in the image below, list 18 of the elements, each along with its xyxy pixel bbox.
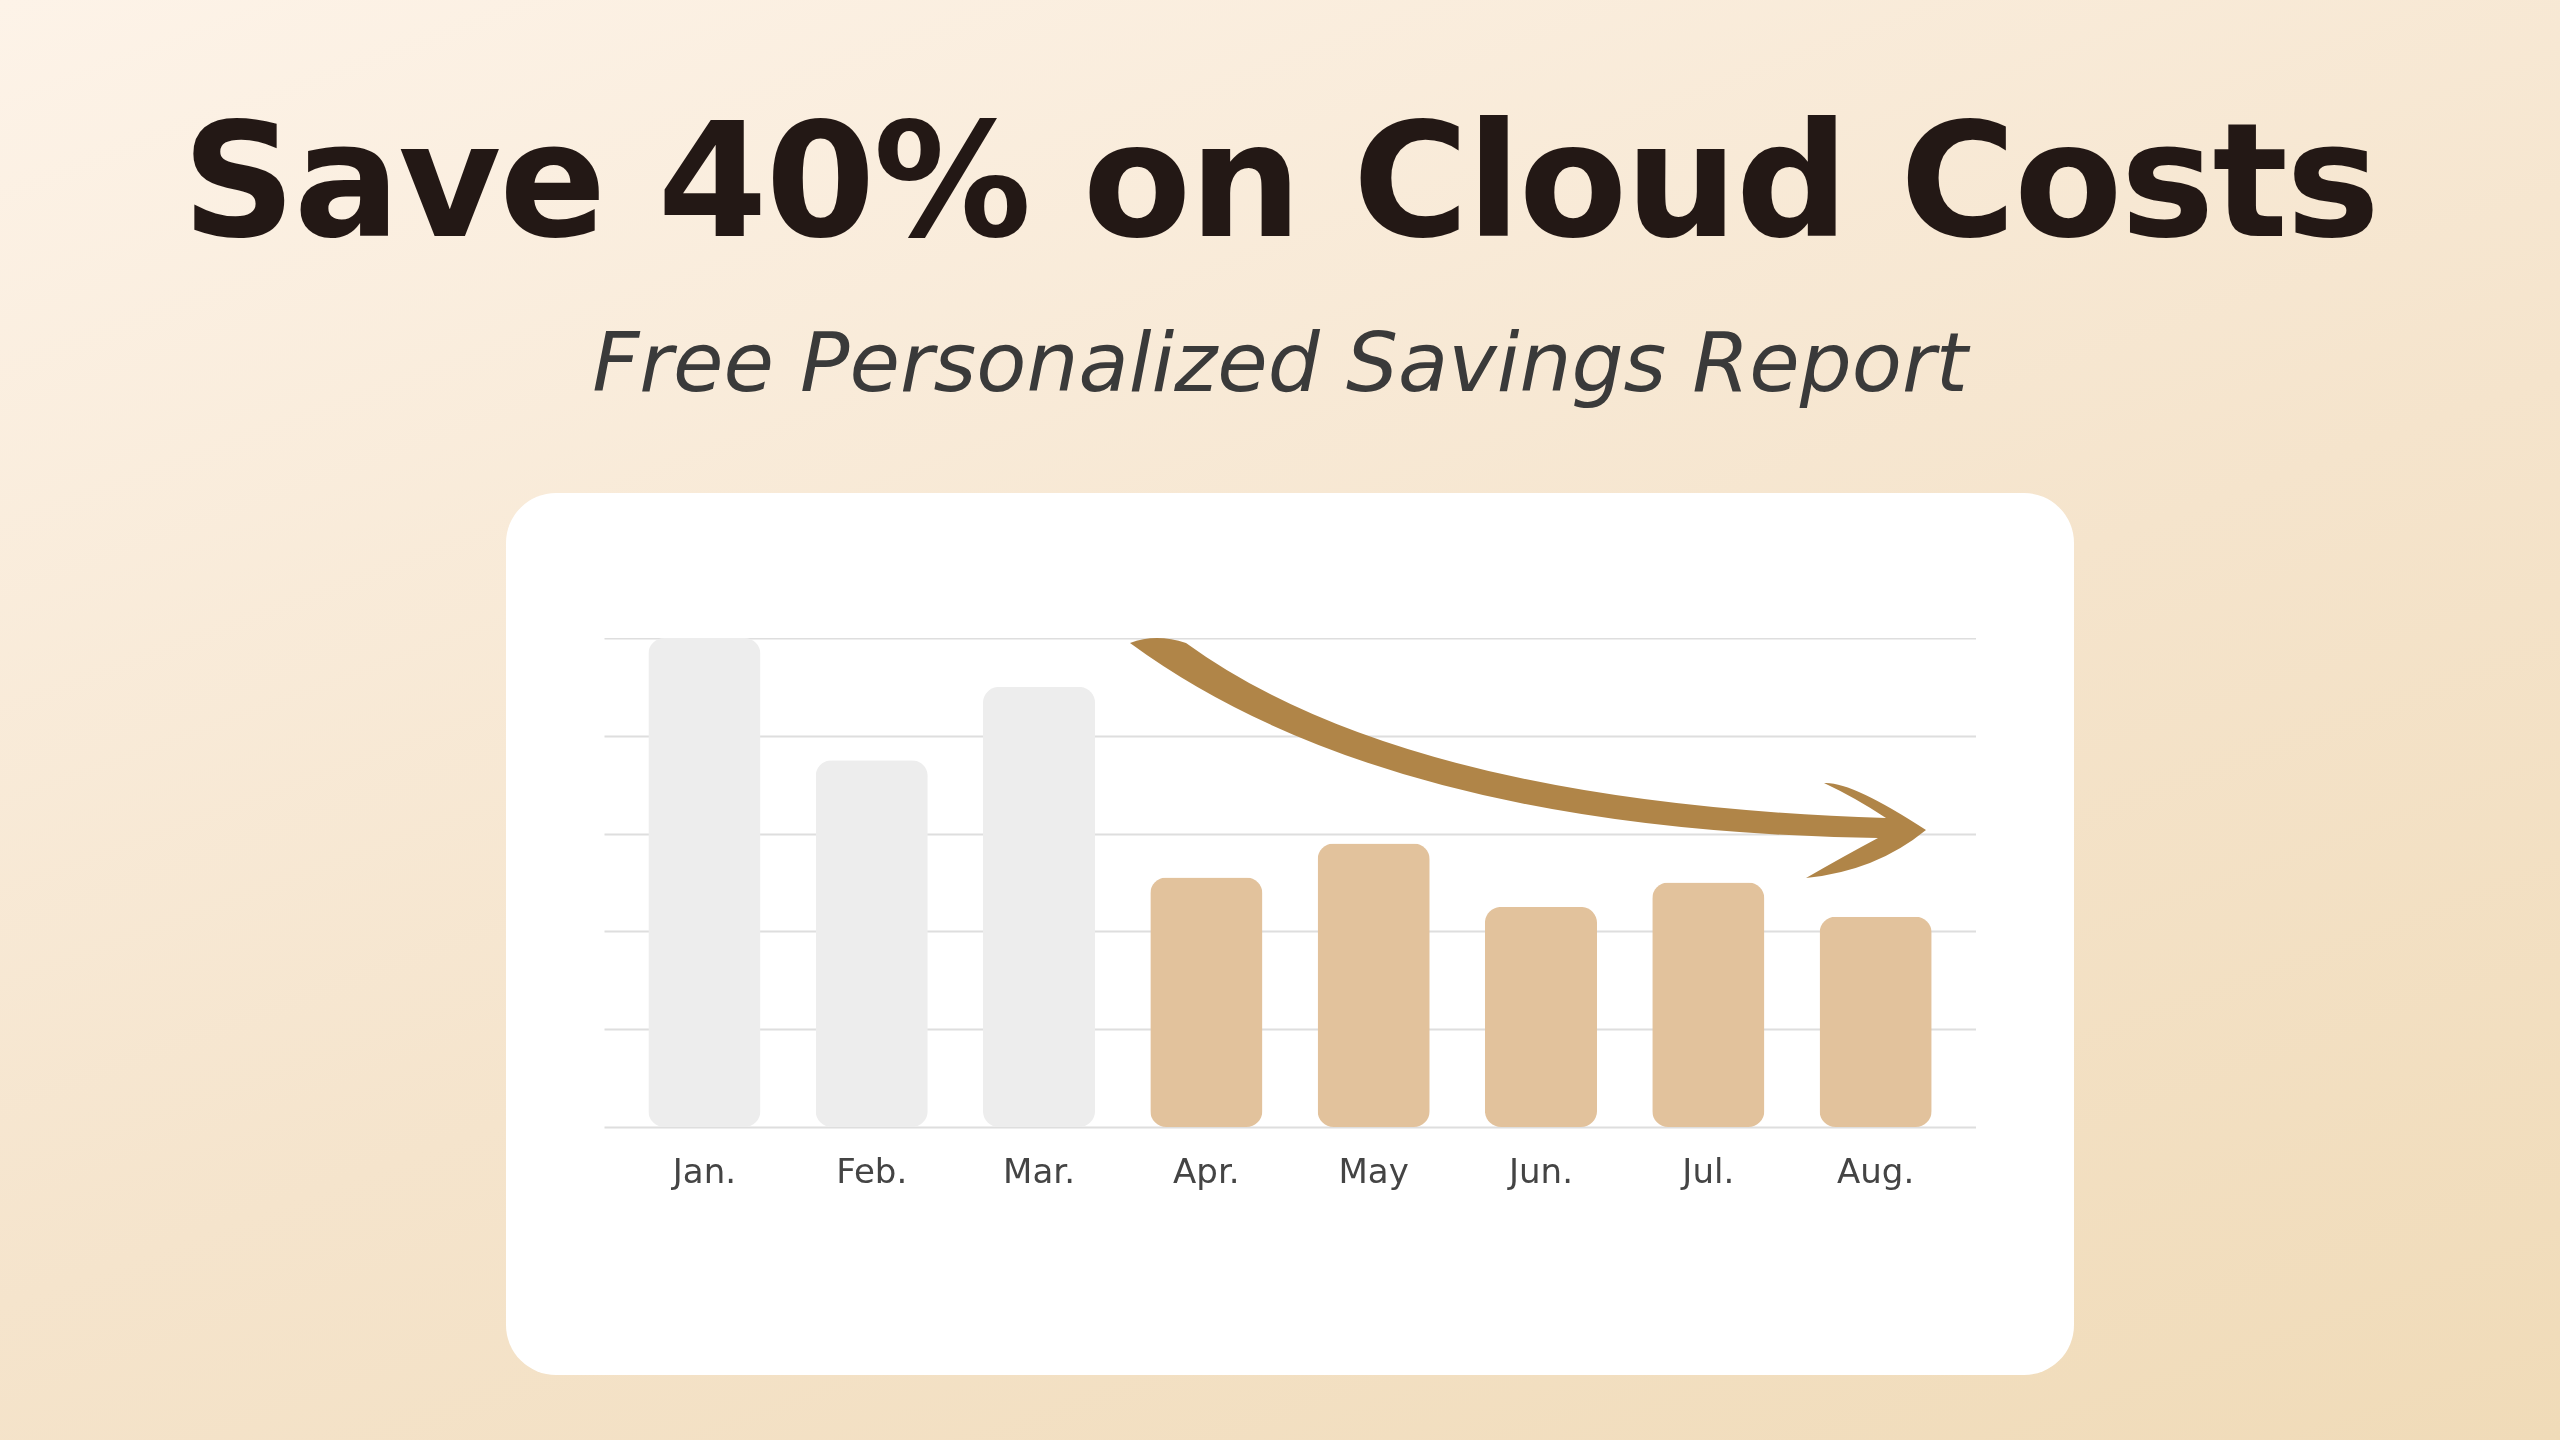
x-tick-label: Mar. bbox=[1003, 1150, 1075, 1191]
x-tick-label: Jan. bbox=[670, 1150, 736, 1191]
x-tick-label: Jun. bbox=[1507, 1150, 1573, 1191]
x-tick-label: May bbox=[1338, 1150, 1409, 1191]
bar bbox=[982, 686, 1096, 1127]
chart-subtitle: Free Personalized Savings Report bbox=[591, 315, 1972, 410]
x-tick-label: Apr. bbox=[1173, 1150, 1240, 1191]
bar bbox=[648, 638, 761, 1127]
bar bbox=[1317, 843, 1430, 1127]
chart-title: Save 40% on Cloud Costs bbox=[180, 89, 2380, 273]
bar bbox=[1150, 877, 1263, 1127]
bar bbox=[1484, 906, 1598, 1127]
x-tick-label: Jul. bbox=[1680, 1150, 1735, 1191]
bar bbox=[815, 760, 928, 1127]
x-tick-label: Aug. bbox=[1837, 1150, 1915, 1191]
bar bbox=[1819, 916, 1932, 1127]
bar bbox=[1652, 882, 1765, 1127]
x-tick-label: Feb. bbox=[836, 1150, 908, 1191]
